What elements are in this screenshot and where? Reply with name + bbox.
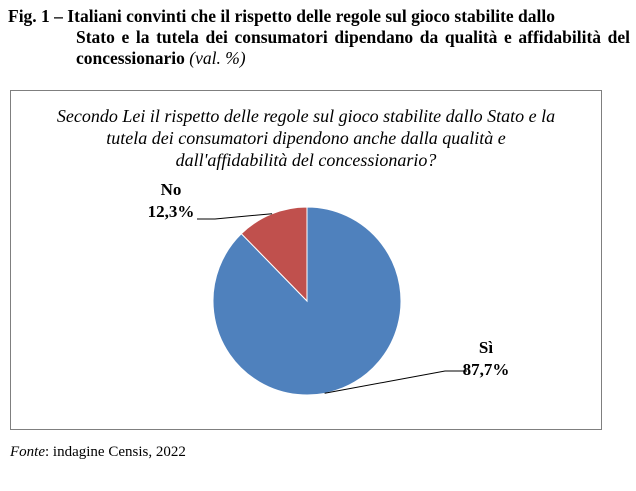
leader-line-no: [197, 213, 273, 220]
figure-unit: (val. %): [189, 48, 246, 68]
slice-value-no: 12,3%: [148, 202, 195, 221]
source-label: Fonte: [10, 444, 45, 460]
chart-question: Secondo Lei il rispetto delle regole sul…: [56, 106, 556, 170]
figure-title-rest: Stato e la tutela dei consumatori dipend…: [8, 27, 630, 69]
slice-label-si: Sì: [479, 338, 493, 357]
figure-title: Fig. 1 – Italiani convinti che il rispet…: [8, 6, 630, 69]
figure-title-text: Stato e la tutela dei consumatori dipend…: [76, 27, 630, 68]
slice-value-si: 87,7%: [463, 360, 510, 379]
figure-title-line1: Fig. 1 – Italiani convinti che il rispet…: [8, 6, 556, 26]
slice-label-no: No: [161, 180, 182, 199]
chart-frame: Secondo Lei il rispetto delle regole sul…: [10, 90, 602, 430]
pie-chart: Sì 87,7% No 12,3%: [148, 180, 510, 396]
leader-line-si: [324, 370, 467, 394]
source-text: : indagine Censis, 2022: [45, 444, 186, 460]
source-note: Fonte: indagine Censis, 2022: [10, 444, 186, 461]
